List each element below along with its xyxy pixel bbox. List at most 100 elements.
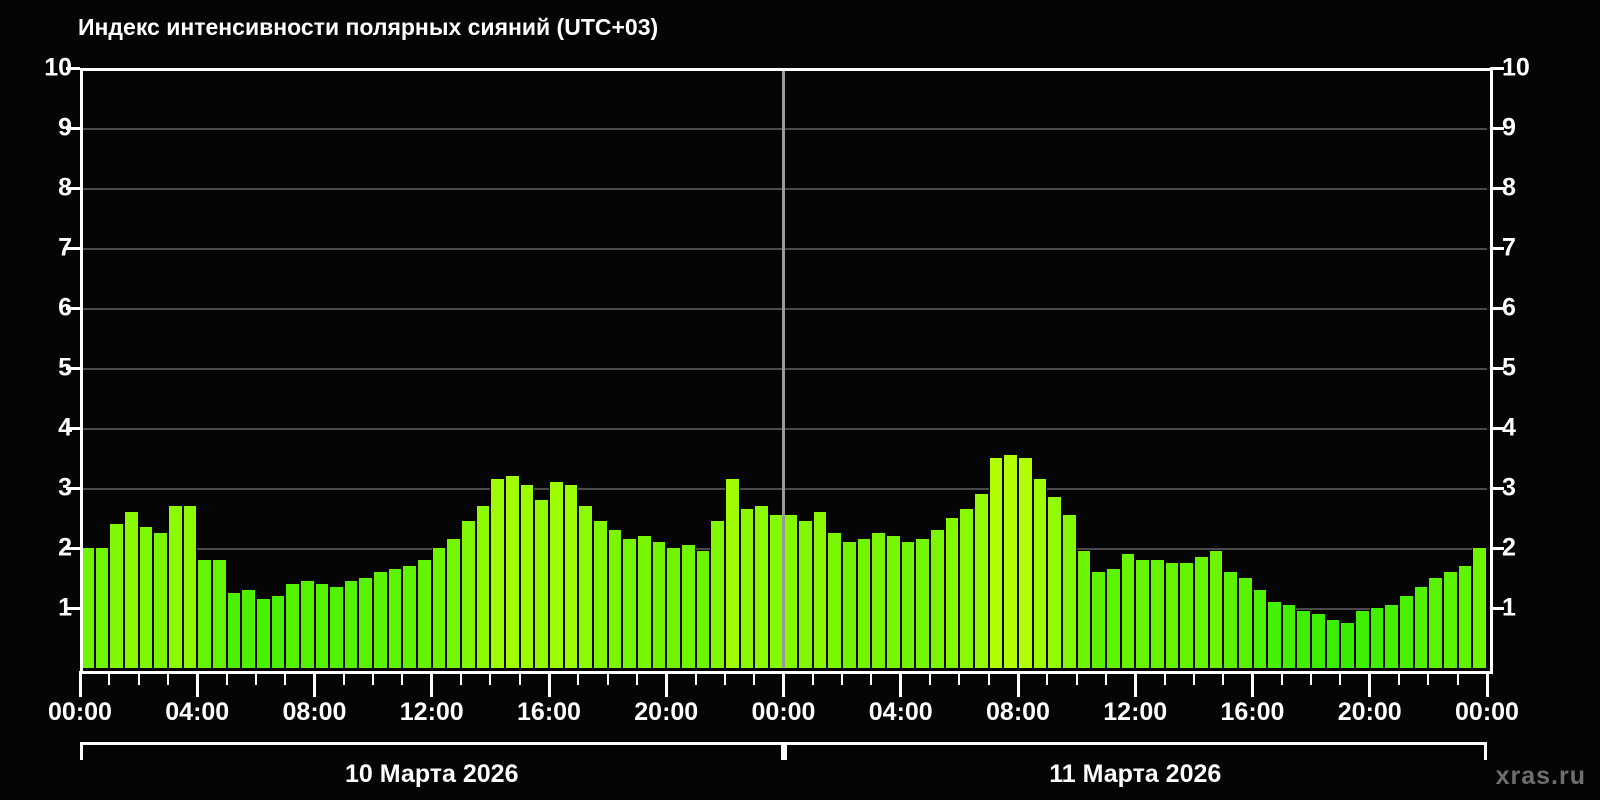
bar <box>387 569 403 668</box>
bar <box>1032 479 1048 668</box>
bar <box>1223 572 1238 668</box>
y-tick-mark-left <box>66 547 80 550</box>
y-tick-label-left: 5 <box>58 353 72 382</box>
x-tick-minor <box>811 671 814 685</box>
bar <box>358 578 374 668</box>
day-label: 10 Марта 2026 <box>345 760 519 788</box>
bar <box>153 533 168 668</box>
bar <box>255 599 271 668</box>
y-tick-label-right: 4 <box>1502 413 1516 442</box>
x-tick-major <box>313 671 316 697</box>
y-tick-label-left: 4 <box>58 413 72 442</box>
x-tick-minor <box>225 671 228 685</box>
y-tick-label-left: 1 <box>58 593 72 622</box>
bar <box>871 533 887 668</box>
x-tick-minor <box>987 671 990 685</box>
bar <box>1399 596 1414 668</box>
x-tick-label: 08:00 <box>282 698 347 726</box>
x-tick-minor <box>635 671 638 685</box>
x-tick-minor <box>753 671 756 685</box>
y-tick-label-right: 7 <box>1502 233 1516 262</box>
x-tick-minor <box>929 671 932 685</box>
day-bracket <box>80 742 784 760</box>
x-tick-label: 04:00 <box>868 698 933 726</box>
x-tick-minor <box>1456 671 1459 685</box>
plot-area <box>80 68 1487 668</box>
x-tick-major <box>899 671 903 697</box>
x-tick-minor <box>1398 671 1401 685</box>
bar <box>1076 551 1092 668</box>
bar <box>1252 590 1268 668</box>
y-tick-label-right: 5 <box>1502 353 1516 382</box>
bar <box>343 581 359 668</box>
bar <box>607 530 623 668</box>
bar <box>80 548 95 668</box>
x-tick-label: 00:00 <box>1455 698 1519 726</box>
y-tick-label-right: 10 <box>1502 53 1530 82</box>
x-tick-major <box>1133 671 1137 697</box>
x-tick-minor <box>841 671 844 685</box>
bar <box>1340 623 1356 668</box>
bar <box>549 482 564 668</box>
bar <box>974 494 989 668</box>
bar <box>900 542 916 668</box>
bar <box>1311 614 1326 668</box>
x-tick-minor <box>401 671 404 685</box>
bar <box>1237 578 1253 668</box>
bar <box>197 560 212 668</box>
bar <box>812 512 828 668</box>
x-tick-minor <box>1163 671 1166 685</box>
x-tick-minor <box>1192 671 1195 685</box>
bar <box>1003 455 1018 668</box>
x-tick-major <box>430 671 434 697</box>
y-tick-label-left: 6 <box>58 293 72 322</box>
x-tick-major <box>1251 671 1254 697</box>
bar <box>1443 572 1458 668</box>
bar <box>1472 548 1487 668</box>
bar <box>1281 605 1297 668</box>
bar <box>1296 611 1312 668</box>
y-tick-label-right: 2 <box>1502 533 1516 562</box>
x-tick-minor <box>577 671 580 685</box>
bar <box>915 539 931 668</box>
bar <box>505 476 520 668</box>
day-divider <box>782 68 785 668</box>
bar <box>1061 515 1077 668</box>
bar <box>944 518 960 668</box>
bar <box>783 515 799 668</box>
x-tick-major <box>195 671 199 697</box>
bar <box>827 533 843 668</box>
bar <box>226 593 242 668</box>
x-tick-minor <box>723 671 726 685</box>
y-tick-mark-left <box>66 487 80 490</box>
y-tick-label-left: 10 <box>44 53 72 82</box>
x-tick-minor <box>1046 671 1049 685</box>
bar <box>329 587 344 668</box>
bar <box>490 479 506 668</box>
bar <box>724 479 740 668</box>
x-tick-minor <box>372 671 375 685</box>
x-tick-minor <box>870 671 873 685</box>
x-tick-minor <box>1339 671 1342 685</box>
y-tick-label-left: 7 <box>58 233 72 262</box>
x-tick-minor <box>1222 671 1225 685</box>
bar <box>1179 563 1194 668</box>
bar <box>1355 611 1370 668</box>
y-tick-label-right: 3 <box>1502 473 1516 502</box>
x-tick-label: 16:00 <box>517 698 581 726</box>
y-tick-mark-right <box>1490 67 1504 70</box>
x-tick-minor <box>958 671 961 685</box>
x-tick-major <box>1368 671 1372 697</box>
bar <box>417 560 432 668</box>
x-tick-label: 00:00 <box>751 698 816 726</box>
bar <box>578 506 593 668</box>
bar <box>431 548 447 668</box>
y-tick-label-right: 1 <box>1502 593 1516 622</box>
x-tick-label: 08:00 <box>986 698 1050 726</box>
bar <box>123 512 139 668</box>
bar <box>1018 458 1033 668</box>
bar <box>138 527 154 668</box>
y-tick-mark-right <box>1490 247 1504 250</box>
y-tick-mark-right <box>1490 187 1504 190</box>
